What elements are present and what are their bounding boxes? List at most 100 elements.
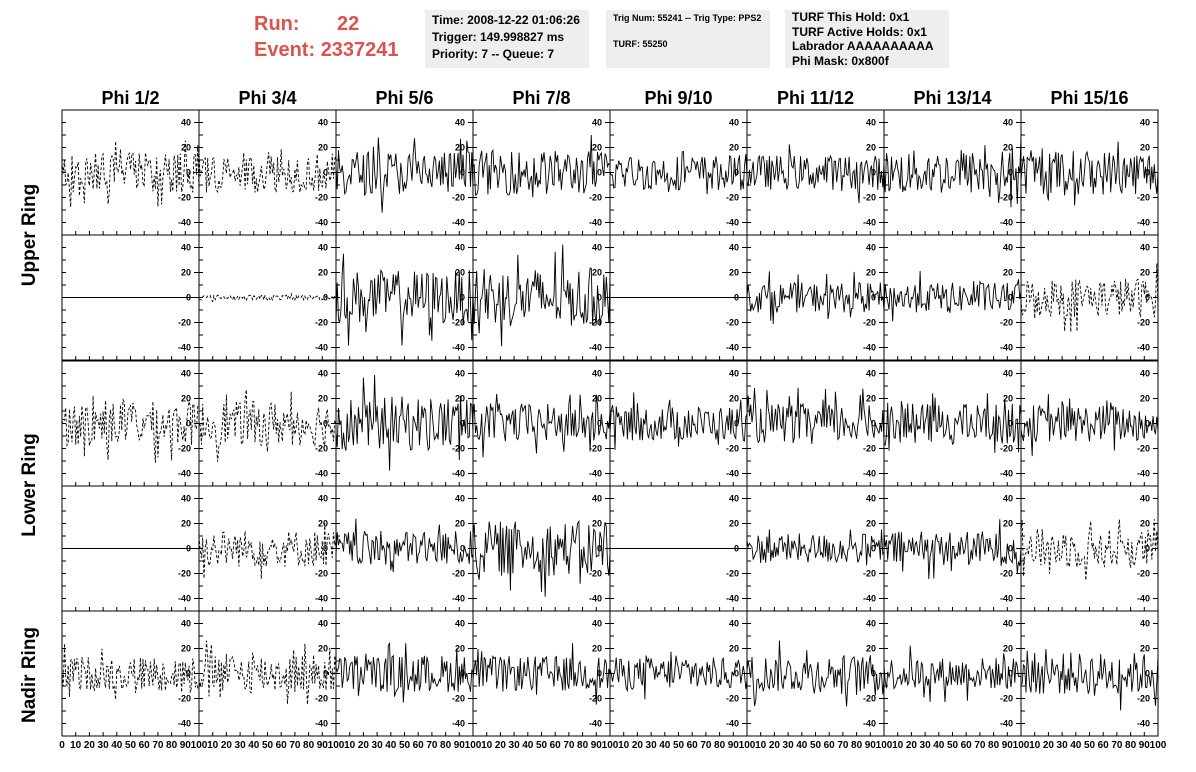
y-tick-label-r2-c5: 20: [866, 394, 876, 404]
y-tick-label-r0-c3: -20: [589, 193, 602, 203]
y-tick-label-r4-c7: -20: [1137, 694, 1150, 704]
x-tick-label-c1: 100: [328, 740, 345, 751]
y-tick-label-r2-c3: 0: [597, 419, 602, 429]
y-tick-label-r0-c5: -20: [863, 193, 876, 203]
x-tick-label-c3: 80: [577, 740, 589, 751]
x-tick-label-c4: 10: [618, 740, 630, 751]
x-tick-label-c6: 40: [933, 740, 945, 751]
x-tick-label-c6: 80: [988, 740, 1000, 751]
y-tick-label-r2-c7: -40: [1137, 469, 1150, 479]
waveform-r4-c2: [335, 642, 474, 703]
waveform-r0-c4: [609, 150, 748, 195]
panel-frame-r3-c7: [1020, 485, 1159, 612]
x-tick-label-c2: 20: [358, 740, 370, 751]
y-tick-label-r0-c1: -40: [315, 218, 328, 228]
y-tick-label-r3-c7: -40: [1137, 594, 1150, 604]
y-tick-label-r2-c4: -20: [726, 444, 739, 454]
priority-line: Priority: 7 -- Queue: 7: [432, 47, 555, 61]
panel-frame-r0-c2: [335, 109, 474, 236]
y-tick-label-r4-c3: -20: [589, 694, 602, 704]
x-tick-label-c7: 100: [1150, 740, 1167, 751]
y-tick-label-r3-c1: -20: [315, 569, 328, 579]
y-tick-label-r2-c5: 40: [866, 369, 876, 379]
y-tick-label-r2-c6: 0: [1008, 419, 1013, 429]
x-tick-label-c2: 90: [454, 740, 466, 751]
y-tick-label-r4-c2: -40: [452, 719, 465, 729]
y-tick-label-r2-c6: -20: [1000, 444, 1013, 454]
x-tick-label-c1: 10: [207, 740, 219, 751]
y-tick-label-r1-c5: -40: [863, 343, 876, 353]
y-tick-label-r1-c6: -40: [1000, 343, 1013, 353]
y-tick-label-r3-c0: 20: [181, 519, 191, 529]
x-tick-label-c5: 80: [851, 740, 863, 751]
panel-frame-r1-c7: [1020, 234, 1159, 361]
x-tick-label-c4: 60: [687, 740, 699, 751]
run-value-text: 22: [337, 13, 360, 35]
y-tick-label-r2-c1: 40: [318, 369, 328, 379]
y-tick-label-r4-c1: 20: [318, 644, 328, 654]
waveform-r0-c2: [335, 137, 474, 213]
event-label-text: Event:: [254, 39, 316, 61]
y-tick-label-r3-c7: 0: [1145, 544, 1150, 554]
y-tick-label-r0-c4: -40: [726, 218, 739, 228]
y-tick-label-r3-c3: 20: [592, 519, 602, 529]
y-tick-label-r3-c2: -20: [452, 569, 465, 579]
x-tick-label-c3: 60: [550, 740, 562, 751]
waveform-r0-c7: [1020, 141, 1159, 206]
x-tick-label-c5: 60: [824, 740, 836, 751]
y-tick-label-r1-c6: 20: [1003, 268, 1013, 278]
x-tick-label-c2: 30: [372, 740, 384, 751]
run-label: Run:: [254, 12, 300, 36]
y-tick-label-r1-c0: 40: [181, 243, 191, 253]
y-tick-label-r4-c5: 20: [866, 644, 876, 654]
x-tick-label-c6: 20: [906, 740, 918, 751]
y-tick-label-r0-c6: -40: [1000, 218, 1013, 228]
y-tick-label-r1-c6: -20: [1000, 318, 1013, 328]
waveform-r1-c3: [472, 244, 611, 347]
x-tick-label-c0: 90: [180, 740, 192, 751]
y-tick-label-r0-c0: -20: [178, 193, 191, 203]
x-tick-label-c1: 40: [248, 740, 260, 751]
y-tick-label-r3-c4: -20: [726, 569, 739, 579]
y-tick-label-r4-c4: 0: [734, 669, 739, 679]
turf-line: TURF: 55250: [613, 39, 668, 49]
y-tick-label-r2-c5: -40: [863, 469, 876, 479]
x-tick-label-c2: 100: [465, 740, 482, 751]
y-tick-label-r2-c2: 0: [460, 419, 465, 429]
x-tick-label-c0: 30: [98, 740, 110, 751]
phi-label-2: Phi 3/4: [238, 88, 297, 108]
y-tick-label-r1-c2: 40: [455, 243, 465, 253]
trig-info-box: Trig Num: 55241 -- Trig Type: PPS2 TURF:…: [606, 10, 770, 68]
x-tick-label-c5: 40: [796, 740, 808, 751]
y-tick-label-r2-c7: 20: [1140, 394, 1150, 404]
y-tick-label-r1-c7: 20: [1140, 268, 1150, 278]
y-tick-label-r1-c7: -40: [1137, 343, 1150, 353]
y-tick-label-r2-c2: 20: [455, 394, 465, 404]
y-tick-label-r1-c3: -40: [589, 343, 602, 353]
x-tick-label-c2: 70: [426, 740, 438, 751]
x-tick-label-c5: 20: [769, 740, 781, 751]
y-tick-label-r4-c4: 40: [729, 619, 739, 629]
y-tick-label-r1-c4: -20: [726, 318, 739, 328]
waveform-r3-c6: [883, 519, 1022, 580]
turf-active-line: TURF Active Holds: 0x1: [792, 24, 927, 39]
x-tick-label-c6: 60: [961, 740, 973, 751]
x-tick-label-c6: 50: [947, 740, 959, 751]
waveform-r4-c6: [883, 645, 1022, 703]
waveform-r2-c7: [1020, 394, 1159, 457]
x-tick-label-c6: 30: [920, 740, 932, 751]
y-tick-label-r4-c6: -20: [1000, 694, 1013, 704]
y-tick-label-r1-c5: 40: [866, 243, 876, 253]
y-tick-label-r0-c2: -20: [452, 193, 465, 203]
panel-frame-r2-c7: [1020, 360, 1159, 487]
x-tick-label-c0: 60: [139, 740, 151, 751]
y-tick-label-r2-c0: -20: [178, 444, 191, 454]
y-tick-label-r3-c5: 40: [866, 494, 876, 504]
y-tick-label-r3-c5: 20: [866, 519, 876, 529]
y-tick-label-r3-c3: -20: [589, 569, 602, 579]
y-tick-label-r0-c4: -20: [726, 193, 739, 203]
x-tick-label-c3: 10: [481, 740, 493, 751]
y-tick-label-r3-c7: 20: [1140, 519, 1150, 529]
y-tick-label-r1-c7: 40: [1140, 243, 1150, 253]
x-tick-label-c7: 70: [1111, 740, 1123, 751]
